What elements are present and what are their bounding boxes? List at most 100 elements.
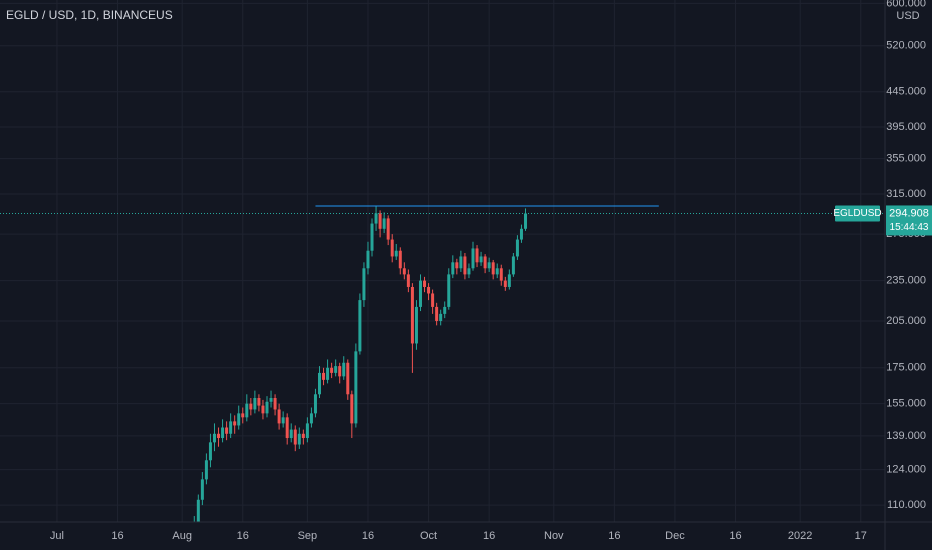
symbol-box xyxy=(835,205,880,222)
candle-body xyxy=(241,413,245,418)
candle-body xyxy=(511,256,515,275)
candle-body xyxy=(471,248,475,269)
candle-body xyxy=(289,429,293,439)
candle-body xyxy=(233,421,237,426)
x-tick-label: 2022 xyxy=(788,530,812,542)
candle-body xyxy=(293,429,297,445)
candle-body xyxy=(443,306,447,314)
axis-unit: USD xyxy=(896,10,919,22)
candle-body xyxy=(423,280,427,287)
candle-body xyxy=(281,417,285,424)
y-tick-label: 155.000 xyxy=(886,398,926,410)
candle-body xyxy=(354,351,358,424)
symbol-label: EGLDUSD xyxy=(833,208,881,219)
candle-body xyxy=(451,262,455,275)
candle-body xyxy=(398,250,402,269)
candle-body xyxy=(475,248,479,263)
candle-body xyxy=(204,460,208,480)
candle-body xyxy=(334,366,338,373)
x-tick-label: 16 xyxy=(729,530,741,542)
candle-body xyxy=(257,398,261,406)
candle-body xyxy=(326,367,330,380)
candle-body xyxy=(225,427,229,434)
y-tick-label: 520.000 xyxy=(886,40,926,52)
candle-body xyxy=(346,362,350,395)
candle-body xyxy=(515,239,519,257)
candle-body xyxy=(301,433,305,439)
last-price-label: 294.908 xyxy=(889,207,929,219)
candle-body xyxy=(245,403,249,418)
candle-body xyxy=(297,433,301,445)
candle-body xyxy=(382,218,386,229)
x-tick-label: Nov xyxy=(544,530,564,542)
candle-body xyxy=(503,280,507,287)
candle-body xyxy=(495,268,499,275)
candle-body xyxy=(378,213,382,229)
candle-body xyxy=(322,372,326,380)
x-tick-label: 16 xyxy=(362,530,374,542)
y-tick-label: 139.000 xyxy=(886,430,926,442)
candle-body xyxy=(491,262,495,275)
candle-body xyxy=(487,262,491,269)
candle-body xyxy=(200,479,204,500)
x-tick-label: Sep xyxy=(298,530,318,542)
chart-title: EGLD / USD, 1D, BINANCEUS xyxy=(6,8,173,22)
candle-body xyxy=(318,372,322,395)
candle-body xyxy=(427,286,431,294)
y-tick-label: 124.000 xyxy=(886,464,926,476)
candle-body xyxy=(435,306,439,321)
candle-body xyxy=(499,268,503,281)
axes: 110.000 124.000 139.000 155.000 175.000 205.0… xyxy=(50,0,926,542)
candle-body xyxy=(265,401,269,414)
candle-body xyxy=(212,433,216,443)
candle-body xyxy=(366,250,370,269)
candle-body xyxy=(362,268,366,301)
candle-body xyxy=(410,286,414,344)
y-tick-label: 600.000 xyxy=(886,0,926,9)
y-tick-label: 235.000 xyxy=(886,275,926,287)
candle-body xyxy=(483,256,487,269)
candle-body xyxy=(406,274,410,287)
grid xyxy=(0,0,885,522)
candle-body xyxy=(402,268,406,275)
candle-body xyxy=(229,421,233,434)
candle-body xyxy=(390,239,394,257)
candle-body xyxy=(273,398,277,410)
candle-body xyxy=(253,398,257,410)
candle-body xyxy=(313,394,317,414)
y-tick-label: 315.000 xyxy=(886,188,926,200)
candle-body xyxy=(459,256,463,269)
candle-body xyxy=(277,409,281,424)
y-tick-label: 355.000 xyxy=(886,153,926,165)
candle-body xyxy=(330,367,334,373)
candle-body xyxy=(269,398,273,402)
candle-body xyxy=(196,499,200,522)
candle-body xyxy=(370,223,374,251)
candle-body xyxy=(394,250,398,257)
candle-body xyxy=(519,228,523,240)
candle-body xyxy=(439,313,443,321)
x-tick-label: Dec xyxy=(665,530,685,542)
x-tick-label: Oct xyxy=(420,530,437,542)
plot-area xyxy=(0,205,885,522)
candle-body xyxy=(350,394,354,424)
candle-body xyxy=(338,366,342,377)
x-tick-label: Jul xyxy=(50,530,64,542)
candle-body xyxy=(431,293,435,307)
candle-body xyxy=(221,427,225,439)
x-tick-label: 16 xyxy=(111,530,123,542)
candle-body xyxy=(261,405,265,414)
y-tick-label: 445.000 xyxy=(886,86,926,98)
candle-body xyxy=(386,218,390,240)
candle-body xyxy=(249,403,253,410)
x-tick-label: Aug xyxy=(172,530,192,542)
y-tick-label: 205.000 xyxy=(886,315,926,327)
candle-body xyxy=(217,433,221,439)
price-box xyxy=(886,205,932,236)
y-tick-label: 395.000 xyxy=(886,121,926,133)
candle-body xyxy=(455,262,459,269)
x-tick-label: 17 xyxy=(855,530,867,542)
y-tick-label: 110.000 xyxy=(887,499,926,511)
